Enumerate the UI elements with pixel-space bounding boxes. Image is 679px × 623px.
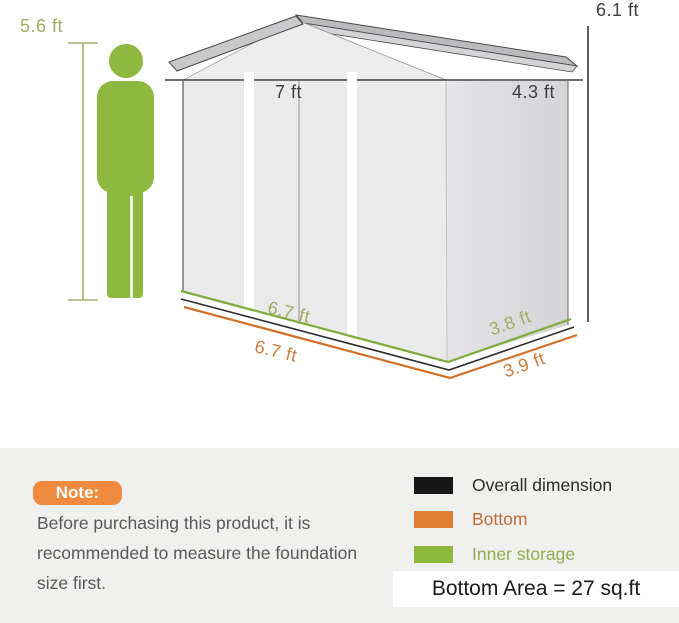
overall-dimension-line xyxy=(180,298,575,371)
bottom-area-text: Bottom Area = 27 sq.ft xyxy=(431,577,641,600)
inner-storage-line xyxy=(180,289,572,364)
front-corner-edge xyxy=(445,80,448,363)
inner-storage-swatch-icon xyxy=(414,546,453,563)
bottom-line xyxy=(183,305,578,380)
human-figure-icon xyxy=(97,44,154,298)
legend-row-overall: Overall dimension xyxy=(414,475,613,495)
note-text: Before purchasing this product, it is re… xyxy=(37,513,358,593)
info-section: Note: Before purchasing this product, it… xyxy=(0,448,679,623)
right-wall xyxy=(446,81,568,362)
shed-height-label: 6.1 ft xyxy=(596,0,640,20)
legend-label-inner: Inner storage xyxy=(472,544,576,564)
door-strip-right xyxy=(347,72,357,338)
shed-drawing xyxy=(68,14,589,380)
roof-front-fascia xyxy=(168,15,304,72)
legend: Overall dimension Bottom Inner storage xyxy=(414,475,674,597)
legend-row-bottom: Bottom xyxy=(414,509,528,529)
person-height-label: 5.6 ft xyxy=(20,16,64,36)
bottom-swatch-icon xyxy=(414,511,453,528)
legend-label-bottom: Bottom xyxy=(472,509,528,529)
door-strip-left xyxy=(244,72,254,311)
overall-dimension-swatch-icon xyxy=(414,477,453,494)
note-badge: Note: xyxy=(33,481,122,505)
side-depth-label: 4.3 ft xyxy=(512,82,556,102)
bottom-area-strip: Bottom Area = 27 sq.ft xyxy=(393,571,679,607)
legend-row-inner: Inner storage xyxy=(414,544,576,564)
legend-label-overall: Overall dimension xyxy=(472,475,613,495)
front-wall xyxy=(183,81,447,362)
front-width-label: 7 ft xyxy=(275,82,303,102)
person-height-measure xyxy=(68,42,98,301)
